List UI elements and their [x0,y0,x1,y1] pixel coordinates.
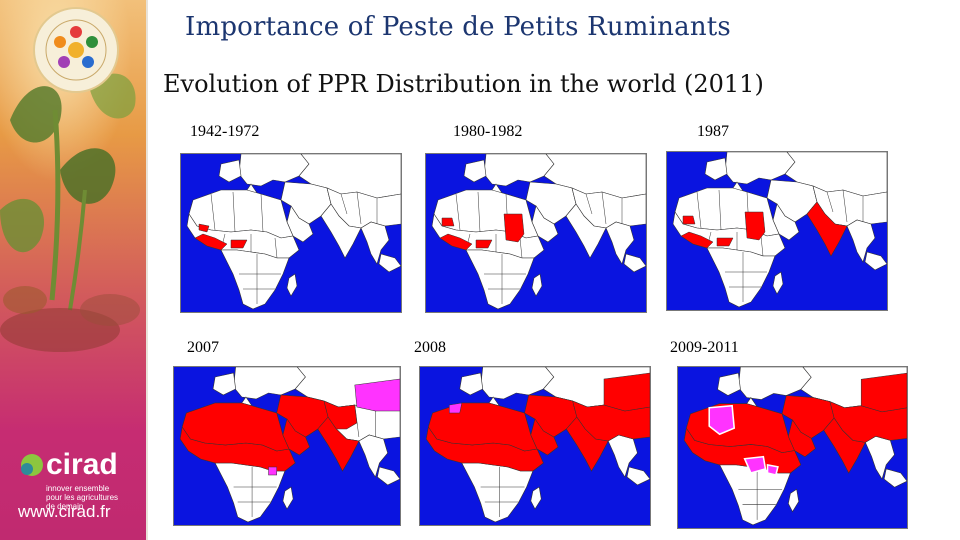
affected-region [282,418,310,456]
world-map [181,154,401,312]
map-label-2009-2011: 2009-2011 [670,339,739,356]
world-map [426,154,646,312]
ppr-map-1987 [666,151,888,311]
new-affected-region [743,455,767,474]
affected-region [323,400,358,430]
affected-region [524,394,578,438]
cirad-website: www.cirad.fr [18,502,111,521]
map-label-1987: 1987 [697,123,729,140]
ppr-map-1980-1982 [425,153,647,313]
new-affected-region [354,378,400,412]
affected-region [744,211,766,241]
affected-region [194,233,228,251]
ppr-map-2008 [419,366,651,526]
sidebar-divider [146,0,148,540]
ppr-map-1942-1972 [180,153,402,313]
cirad-logo-icon [21,454,43,476]
affected-region [603,372,650,412]
affected-region [716,237,734,247]
event-logo-icon [33,7,119,93]
sidebar-banner: cirad innover ensemble pour les agricult… [0,0,146,540]
affected-region [530,418,559,456]
affected-region [428,402,538,452]
affected-region [806,201,848,257]
world-map [678,367,907,528]
world-map [420,367,650,525]
ppr-map-2007 [173,366,401,526]
map-label-2008: 2008 [414,339,446,356]
map-label-1942-1972: 1942-1972 [190,123,260,140]
affected-region [788,419,816,457]
affected-region [230,239,248,249]
affected-region [276,394,329,438]
affected-region [680,231,714,249]
affected-region [682,215,696,225]
new-affected-region [268,466,277,476]
world-map [667,152,887,310]
affected-region [439,233,473,251]
new-affected-region [766,463,779,476]
cirad-tagline: innover ensemble pour les agricultures d… [46,484,118,511]
affected-region [781,395,835,439]
affected-region [441,217,455,227]
world-map [174,367,400,525]
new-affected-region [708,404,736,436]
cirad-brand: cirad [46,448,118,481]
affected-region [475,239,493,249]
new-affected-region [449,402,463,414]
affected-region [198,223,210,233]
map-label-2007: 2007 [187,339,219,356]
tagline-line: de demain [46,502,84,511]
affected-region [503,213,525,243]
affected-region [317,416,360,472]
affected-region [860,372,907,413]
slide-subtitle: Evolution of PPR Distribution in the wor… [163,70,764,98]
slide-title: Importance of Peste de Petits Ruminants [185,12,731,42]
map-label-1980-1982: 1980-1982 [453,123,523,140]
tagline-line: innover ensemble [46,484,110,493]
tagline-line: pour les agricultures [46,493,119,502]
affected-region [181,402,290,452]
ppr-map-2009-2011 [677,366,908,529]
sidebar-background [0,0,146,540]
